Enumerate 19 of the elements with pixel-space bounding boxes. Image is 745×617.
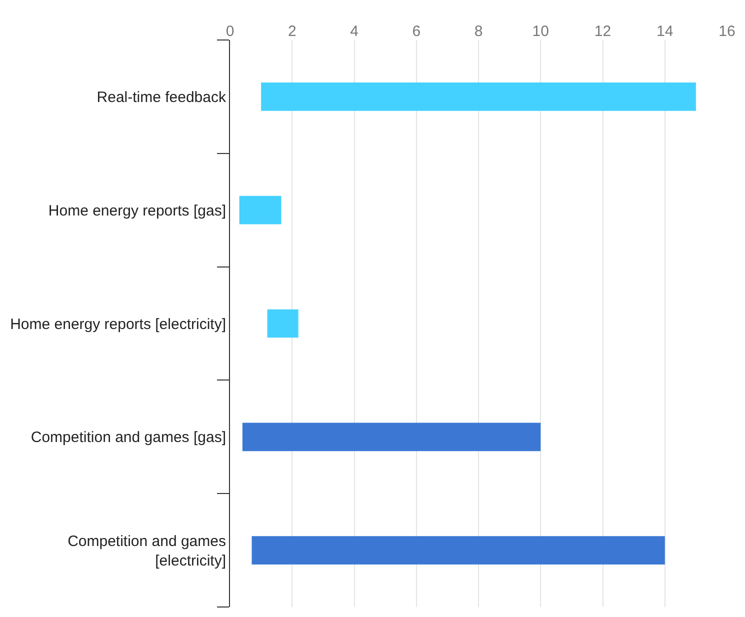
- x-tick-label: 4: [350, 23, 358, 40]
- x-tick-label: 12: [594, 23, 612, 40]
- bar: [267, 309, 298, 338]
- bar: [261, 82, 696, 111]
- x-tick-label: 14: [656, 23, 674, 40]
- y-tick-label: Competition and games [gas]: [30, 429, 226, 446]
- y-tick-label: Home energy reports [electricity]: [10, 316, 226, 333]
- bar: [252, 536, 665, 564]
- y-tick-label: Real-time feedback: [96, 88, 226, 106]
- y-tick-label: Competition and games [electricity]: [68, 532, 226, 570]
- x-tick-label: 2: [288, 23, 296, 40]
- x-tick-label: 16: [718, 23, 736, 40]
- bar: [242, 422, 541, 452]
- x-tick-label: 8: [474, 23, 483, 40]
- bar: [239, 196, 282, 224]
- y-tick-label: Home energy reports [gas]: [48, 202, 226, 220]
- x-tick-label: 10: [532, 23, 549, 40]
- x-tick-label: 0: [226, 23, 234, 40]
- x-tick-label: 6: [412, 23, 421, 40]
